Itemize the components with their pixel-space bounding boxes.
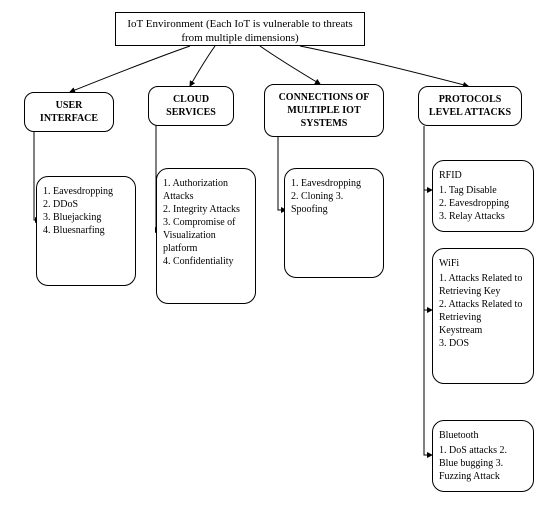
detail-header: WiFi (439, 257, 527, 270)
detail-bt: Bluetooth 1. DoS attacks 2. Blue bugging … (432, 420, 534, 492)
category-proto: PROTOCOLS LEVEL ATTACKS (418, 86, 522, 126)
detail-header: RFID (439, 169, 527, 182)
detail-ui-list: 1. Eavesdropping2. DDoS3. Bluejacking4. … (36, 176, 136, 286)
root-text: IoT Environment (Each IoT is vulnerable … (127, 18, 352, 44)
detail-item: 4. Confidentiality (163, 255, 249, 268)
detail-conn-list: 1. Eavesdropping2. Cloning 3. Spoofing (284, 168, 384, 278)
connector-arrow (424, 310, 432, 455)
detail-item: 1. Eavesdropping (291, 177, 377, 190)
detail-header: Bluetooth (439, 429, 527, 442)
category-label: USER INTERFACE (40, 100, 98, 124)
connector-arrow (424, 126, 432, 190)
detail-cloud-list: 1. Authorization Attacks2. Integrity Att… (156, 168, 256, 304)
detail-wifi: WiFi 1. Attacks Related to Retrieving Key… (432, 248, 534, 384)
detail-item: 2. Integrity Attacks (163, 203, 249, 216)
detail-item: 1. Eavesdropping (43, 185, 129, 198)
detail-item: 3. Bluejacking (43, 211, 129, 224)
detail-item: 3. DOS (439, 337, 527, 350)
category-label: CLOUD SERVICES (166, 94, 216, 118)
category-ui: USER INTERFACE (24, 92, 114, 132)
detail-item: 2. DDoS (43, 198, 129, 211)
category-conn: CONNECTIONS OF MULTIPLE IOT SYSTEMS (264, 84, 384, 137)
category-label: PROTOCOLS LEVEL ATTACKS (429, 94, 511, 118)
detail-item: 1. Tag Disable (439, 184, 527, 197)
connector-arrow (424, 190, 432, 310)
detail-item: 4. Bluesnarfing (43, 224, 129, 237)
root-node: IoT Environment (Each IoT is vulnerable … (115, 12, 365, 46)
detail-item: 1. Attacks Related to Retrieving Key (439, 272, 527, 298)
detail-item: 2. Attacks Related to Retrieving Keystre… (439, 298, 527, 337)
connector-arrow (190, 46, 215, 86)
detail-item: 3. Compromise of Visualization platform (163, 216, 249, 255)
category-cloud: CLOUD SERVICES (148, 86, 234, 126)
detail-item: 1. DoS attacks 2. Blue bugging 3. Fuzzin… (439, 444, 527, 483)
detail-item: 2. Cloning 3. Spoofing (291, 190, 377, 216)
detail-rfid: RFID 1. Tag Disable2. Eavesdropping3. Rel… (432, 160, 534, 232)
connector-arrow (300, 46, 468, 86)
connector-arrow (260, 46, 320, 84)
detail-item: 2. Eavesdropping (439, 197, 527, 210)
category-label: CONNECTIONS OF MULTIPLE IOT SYSTEMS (279, 92, 370, 129)
detail-item: 1. Authorization Attacks (163, 177, 249, 203)
detail-item: 3. Relay Attacks (439, 210, 527, 223)
